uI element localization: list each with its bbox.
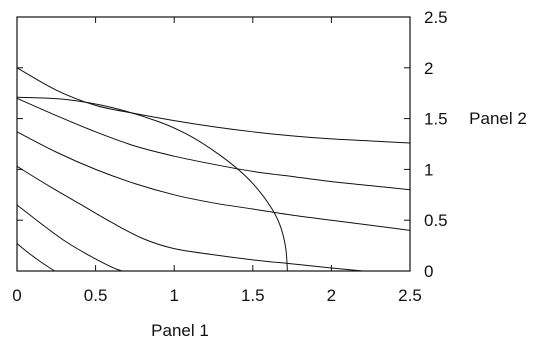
plot-frame bbox=[16, 16, 411, 272]
y-tick-label: 0.5 bbox=[424, 211, 448, 230]
series-line-6 bbox=[16, 243, 56, 272]
y-tick-label: 2 bbox=[424, 59, 433, 78]
series-line-3 bbox=[16, 131, 411, 231]
x-tick-label: 0.5 bbox=[84, 286, 108, 305]
y-tick-label: 2.5 bbox=[424, 8, 448, 27]
x-tick-label: 1 bbox=[169, 286, 178, 305]
y-tick-label: 0 bbox=[424, 262, 433, 281]
series-line-2 bbox=[16, 97, 411, 191]
series-line-4 bbox=[16, 165, 363, 272]
x-ticks: 0 0.5 1 1.5 2 2.5 bbox=[12, 17, 422, 305]
y-tick-label: 1.5 bbox=[424, 110, 448, 129]
series-line-1 bbox=[16, 67, 411, 144]
curves bbox=[16, 67, 411, 272]
y-axis-title: Panel 2 bbox=[469, 109, 527, 128]
x-tick-label: 2 bbox=[327, 286, 336, 305]
x-axis-title: Panel 1 bbox=[151, 321, 209, 340]
x-tick-label: 1.5 bbox=[241, 286, 265, 305]
series-line-7 bbox=[16, 96, 288, 272]
x-tick-label: 2.5 bbox=[398, 286, 422, 305]
x-tick-label: 0 bbox=[12, 286, 21, 305]
y-tick-label: 1 bbox=[424, 160, 433, 179]
y-ticks: 0 0.5 1 1.5 2 2.5 bbox=[17, 8, 448, 281]
series-line-5 bbox=[16, 204, 123, 272]
